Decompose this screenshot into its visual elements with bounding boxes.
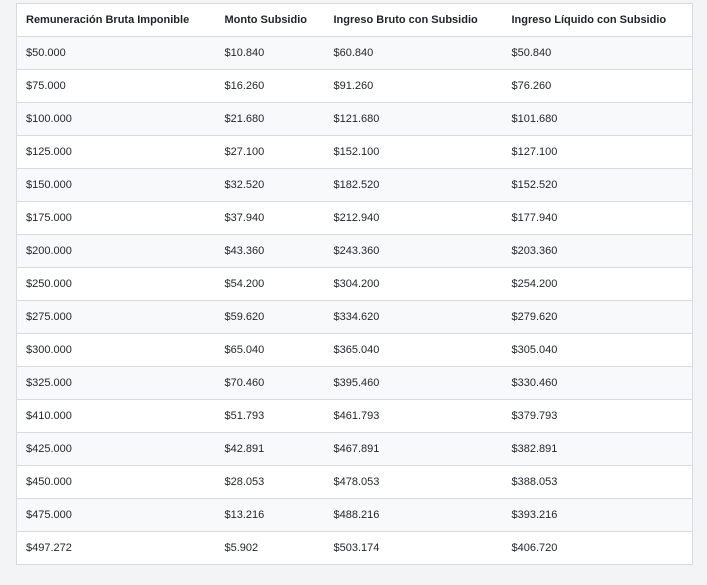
cell-ingreso-liquido-con-subsidio: $379.793: [502, 399, 693, 433]
cell-ingreso-liquido-con-subsidio: $50.840: [502, 36, 693, 70]
cell-ingreso-bruto-con-subsidio: $60.840: [324, 36, 503, 70]
cell-monto-subsidio: $59.620: [215, 300, 325, 334]
cell-ingreso-liquido-con-subsidio: $127.100: [502, 135, 693, 169]
cell-remuneracion-bruta-imponible: $425.000: [16, 432, 216, 466]
table-row: $275.000 $59.620 $334.620 $279.620: [16, 300, 693, 334]
table-row: $300.000 $65.040 $365.040 $305.040: [16, 333, 693, 367]
table-row: $200.000 $43.360 $243.360 $203.360: [16, 234, 693, 268]
cell-ingreso-liquido-con-subsidio: $279.620: [502, 300, 693, 334]
cell-remuneracion-bruta-imponible: $125.000: [16, 135, 216, 169]
cell-ingreso-liquido-con-subsidio: $382.891: [502, 432, 693, 466]
cell-remuneracion-bruta-imponible: $475.000: [16, 498, 216, 532]
cell-ingreso-bruto-con-subsidio: $182.520: [324, 168, 503, 202]
cell-remuneracion-bruta-imponible: $200.000: [16, 234, 216, 268]
header-remuneracion-bruta-imponible: Remuneración Bruta Imponible: [16, 3, 216, 37]
cell-ingreso-bruto-con-subsidio: $488.216: [324, 498, 503, 532]
header-ingreso-bruto-con-subsidio: Ingreso Bruto con Subsidio: [324, 3, 503, 37]
cell-ingreso-liquido-con-subsidio: $101.680: [502, 102, 693, 136]
cell-ingreso-bruto-con-subsidio: $467.891: [324, 432, 503, 466]
table-header: Remuneración Bruta Imponible Monto Subsi…: [16, 3, 693, 37]
cell-monto-subsidio: $51.793: [215, 399, 325, 433]
subsidy-table: Remuneración Bruta Imponible Monto Subsi…: [16, 3, 693, 565]
cell-ingreso-liquido-con-subsidio: $393.216: [502, 498, 693, 532]
cell-ingreso-bruto-con-subsidio: $395.460: [324, 366, 503, 400]
table-row: $150.000 $32.520 $182.520 $152.520: [16, 168, 693, 202]
cell-remuneracion-bruta-imponible: $275.000: [16, 300, 216, 334]
cell-ingreso-bruto-con-subsidio: $91.260: [324, 69, 503, 103]
cell-monto-subsidio: $65.040: [215, 333, 325, 367]
cell-monto-subsidio: $28.053: [215, 465, 325, 499]
cell-ingreso-bruto-con-subsidio: $503.174: [324, 531, 503, 565]
cell-monto-subsidio: $42.891: [215, 432, 325, 466]
cell-ingreso-liquido-con-subsidio: $388.053: [502, 465, 693, 499]
cell-remuneracion-bruta-imponible: $75.000: [16, 69, 216, 103]
cell-monto-subsidio: $5.902: [215, 531, 325, 565]
table-row: $75.000 $16.260 $91.260 $76.260: [16, 69, 693, 103]
cell-remuneracion-bruta-imponible: $410.000: [16, 399, 216, 433]
cell-ingreso-liquido-con-subsidio: $406.720: [502, 531, 693, 565]
cell-ingreso-bruto-con-subsidio: $365.040: [324, 333, 503, 367]
cell-ingreso-bruto-con-subsidio: $212.940: [324, 201, 503, 235]
cell-remuneracion-bruta-imponible: $50.000: [16, 36, 216, 70]
cell-monto-subsidio: $13.216: [215, 498, 325, 532]
cell-monto-subsidio: $27.100: [215, 135, 325, 169]
header-ingreso-liquido-con-subsidio: Ingreso Líquido con Subsidio: [502, 3, 693, 37]
cell-monto-subsidio: $10.840: [215, 36, 325, 70]
cell-remuneracion-bruta-imponible: $150.000: [16, 168, 216, 202]
table-row: $450.000 $28.053 $478.053 $388.053: [16, 465, 693, 499]
cell-monto-subsidio: $70.460: [215, 366, 325, 400]
table-row: $425.000 $42.891 $467.891 $382.891: [16, 432, 693, 466]
cell-monto-subsidio: $54.200: [215, 267, 325, 301]
table-row: $497.272 $5.902 $503.174 $406.720: [16, 531, 693, 565]
cell-ingreso-bruto-con-subsidio: $304.200: [324, 267, 503, 301]
cell-ingreso-liquido-con-subsidio: $203.360: [502, 234, 693, 268]
table-row: $125.000 $27.100 $152.100 $127.100: [16, 135, 693, 169]
cell-ingreso-liquido-con-subsidio: $152.520: [502, 168, 693, 202]
table-row: $100.000 $21.680 $121.680 $101.680: [16, 102, 693, 136]
table-row: $475.000 $13.216 $488.216 $393.216: [16, 498, 693, 532]
cell-monto-subsidio: $43.360: [215, 234, 325, 268]
cell-remuneracion-bruta-imponible: $497.272: [16, 531, 216, 565]
table-row: $250.000 $54.200 $304.200 $254.200: [16, 267, 693, 301]
cell-ingreso-liquido-con-subsidio: $177.940: [502, 201, 693, 235]
cell-remuneracion-bruta-imponible: $250.000: [16, 267, 216, 301]
cell-ingreso-liquido-con-subsidio: $254.200: [502, 267, 693, 301]
cell-monto-subsidio: $16.260: [215, 69, 325, 103]
header-monto-subsidio: Monto Subsidio: [215, 3, 325, 37]
header-row: Remuneración Bruta Imponible Monto Subsi…: [16, 3, 693, 37]
cell-ingreso-bruto-con-subsidio: $152.100: [324, 135, 503, 169]
table-row: $175.000 $37.940 $212.940 $177.940: [16, 201, 693, 235]
cell-remuneracion-bruta-imponible: $450.000: [16, 465, 216, 499]
cell-ingreso-liquido-con-subsidio: $305.040: [502, 333, 693, 367]
cell-ingreso-bruto-con-subsidio: $243.360: [324, 234, 503, 268]
cell-ingreso-liquido-con-subsidio: $76.260: [502, 69, 693, 103]
cell-ingreso-bruto-con-subsidio: $478.053: [324, 465, 503, 499]
cell-monto-subsidio: $32.520: [215, 168, 325, 202]
cell-ingreso-bruto-con-subsidio: $334.620: [324, 300, 503, 334]
cell-monto-subsidio: $37.940: [215, 201, 325, 235]
table-row: $410.000 $51.793 $461.793 $379.793: [16, 399, 693, 433]
table-row: $325.000 $70.460 $395.460 $330.460: [16, 366, 693, 400]
cell-remuneracion-bruta-imponible: $300.000: [16, 333, 216, 367]
cell-remuneracion-bruta-imponible: $100.000: [16, 102, 216, 136]
cell-remuneracion-bruta-imponible: $325.000: [16, 366, 216, 400]
table-row: $50.000 $10.840 $60.840 $50.840: [16, 36, 693, 70]
cell-ingreso-bruto-con-subsidio: $461.793: [324, 399, 503, 433]
cell-monto-subsidio: $21.680: [215, 102, 325, 136]
cell-ingreso-bruto-con-subsidio: $121.680: [324, 102, 503, 136]
table-body: $50.000 $10.840 $60.840 $50.840 $75.000 $16.2…: [16, 36, 693, 565]
cell-ingreso-liquido-con-subsidio: $330.460: [502, 366, 693, 400]
cell-remuneracion-bruta-imponible: $175.000: [16, 201, 216, 235]
